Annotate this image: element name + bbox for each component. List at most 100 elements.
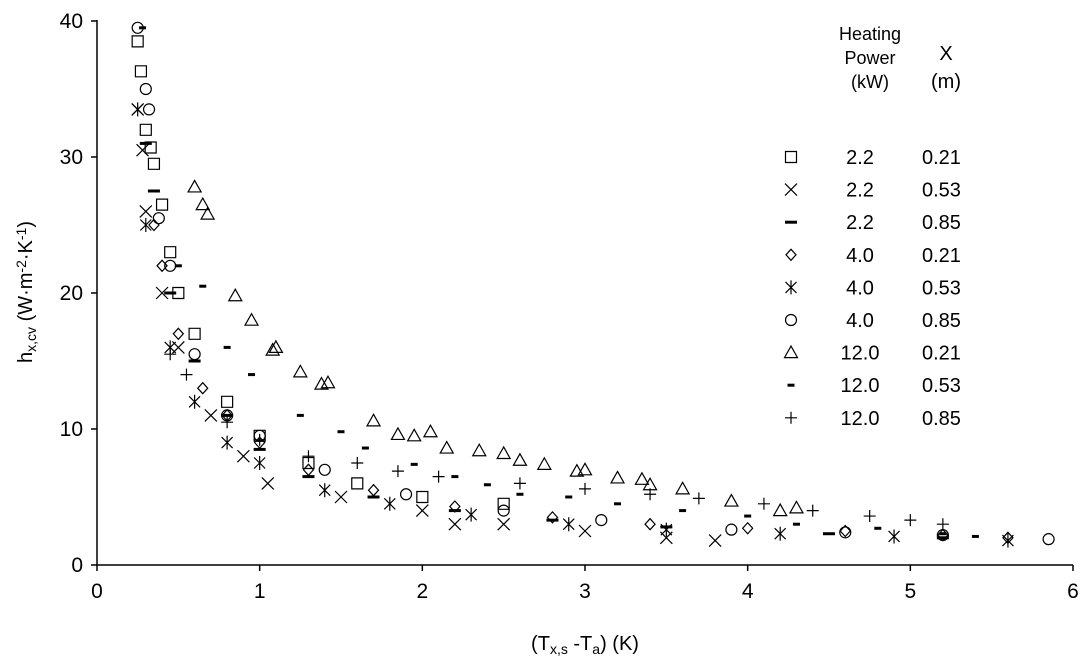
point — [261, 476, 275, 490]
legend-position: 0.85 — [922, 212, 961, 234]
point — [757, 497, 770, 510]
point — [221, 416, 234, 429]
legend-marker — [785, 411, 797, 424]
label-part: x,s — [550, 641, 568, 657]
y-tick-label: 20 — [60, 282, 83, 305]
point — [152, 212, 165, 225]
point — [292, 364, 308, 378]
legend-position: 0.53 — [922, 375, 961, 397]
legend-power: 4.0 — [846, 245, 874, 267]
legend-position: 0.53 — [922, 277, 961, 299]
legend-power: 12.0 — [841, 408, 880, 430]
point — [416, 490, 429, 504]
point — [839, 526, 852, 539]
point — [406, 428, 422, 442]
point — [318, 463, 331, 476]
point — [155, 286, 169, 300]
point — [227, 288, 243, 302]
point — [439, 440, 455, 454]
point — [131, 102, 144, 117]
label-part: -1 — [13, 227, 29, 240]
point — [139, 123, 152, 136]
point — [449, 500, 461, 513]
point — [196, 381, 209, 395]
point — [188, 348, 201, 361]
point — [164, 246, 177, 259]
point — [772, 502, 788, 517]
point — [723, 493, 739, 507]
point — [313, 376, 330, 390]
legend-marker — [784, 313, 798, 327]
legend-power: 12.0 — [841, 343, 880, 365]
point — [334, 490, 348, 504]
point — [172, 327, 185, 341]
point — [569, 463, 585, 477]
point — [774, 526, 787, 541]
point — [302, 450, 315, 463]
legend-position: 0.21 — [922, 147, 961, 169]
label-part: -T — [568, 633, 592, 655]
point — [390, 426, 406, 441]
point — [244, 312, 260, 326]
point — [302, 456, 315, 470]
point — [422, 424, 438, 438]
point — [708, 534, 722, 547]
point — [675, 481, 691, 495]
legend-header: X — [939, 43, 952, 65]
legend-header: (kW) — [851, 72, 889, 92]
y-tick-label: 0 — [71, 554, 83, 577]
point — [448, 517, 462, 531]
legend-marker — [785, 248, 797, 262]
point — [221, 395, 234, 408]
legend-header: Power — [844, 48, 895, 68]
point — [155, 198, 169, 211]
y-tick-label: 30 — [60, 146, 83, 169]
point — [180, 368, 193, 381]
point — [134, 65, 148, 78]
point — [634, 471, 650, 485]
point — [562, 517, 575, 532]
point — [692, 492, 705, 505]
point — [936, 529, 949, 542]
point — [579, 482, 591, 495]
point — [268, 339, 284, 353]
label-part: a — [592, 641, 600, 657]
legend-header: (m) — [931, 71, 961, 93]
x-tick-label: 6 — [1067, 580, 1079, 603]
legend-position: 0.85 — [922, 408, 961, 430]
point — [496, 445, 512, 460]
legend-position: 0.21 — [922, 245, 961, 267]
point — [725, 523, 738, 536]
point — [172, 286, 185, 300]
point — [497, 497, 510, 510]
x-tick-label: 2 — [416, 580, 428, 603]
point — [204, 408, 218, 422]
point — [546, 511, 559, 524]
x-tick-label: 0 — [91, 580, 103, 603]
legend-position: 0.85 — [922, 310, 961, 332]
legend-marker — [783, 344, 799, 359]
point — [164, 348, 177, 361]
point — [188, 394, 201, 409]
point — [513, 477, 526, 490]
point — [131, 35, 144, 48]
point — [1002, 533, 1014, 548]
legend-power: 2.2 — [846, 180, 874, 202]
point — [383, 496, 396, 511]
y-tick-label: 10 — [60, 418, 83, 441]
legend-header: Heating — [839, 24, 901, 44]
x-tick-label: 3 — [579, 580, 591, 603]
x-tick-label: 1 — [254, 580, 266, 603]
label-part: x,cv — [23, 327, 39, 352]
point — [904, 514, 917, 527]
point — [139, 82, 152, 96]
point — [142, 103, 156, 116]
point — [512, 452, 528, 466]
point — [320, 375, 336, 389]
legend-marker — [785, 280, 797, 295]
point — [136, 143, 149, 157]
label-part: ) — [15, 221, 37, 228]
point — [536, 456, 552, 470]
point — [1042, 533, 1055, 546]
